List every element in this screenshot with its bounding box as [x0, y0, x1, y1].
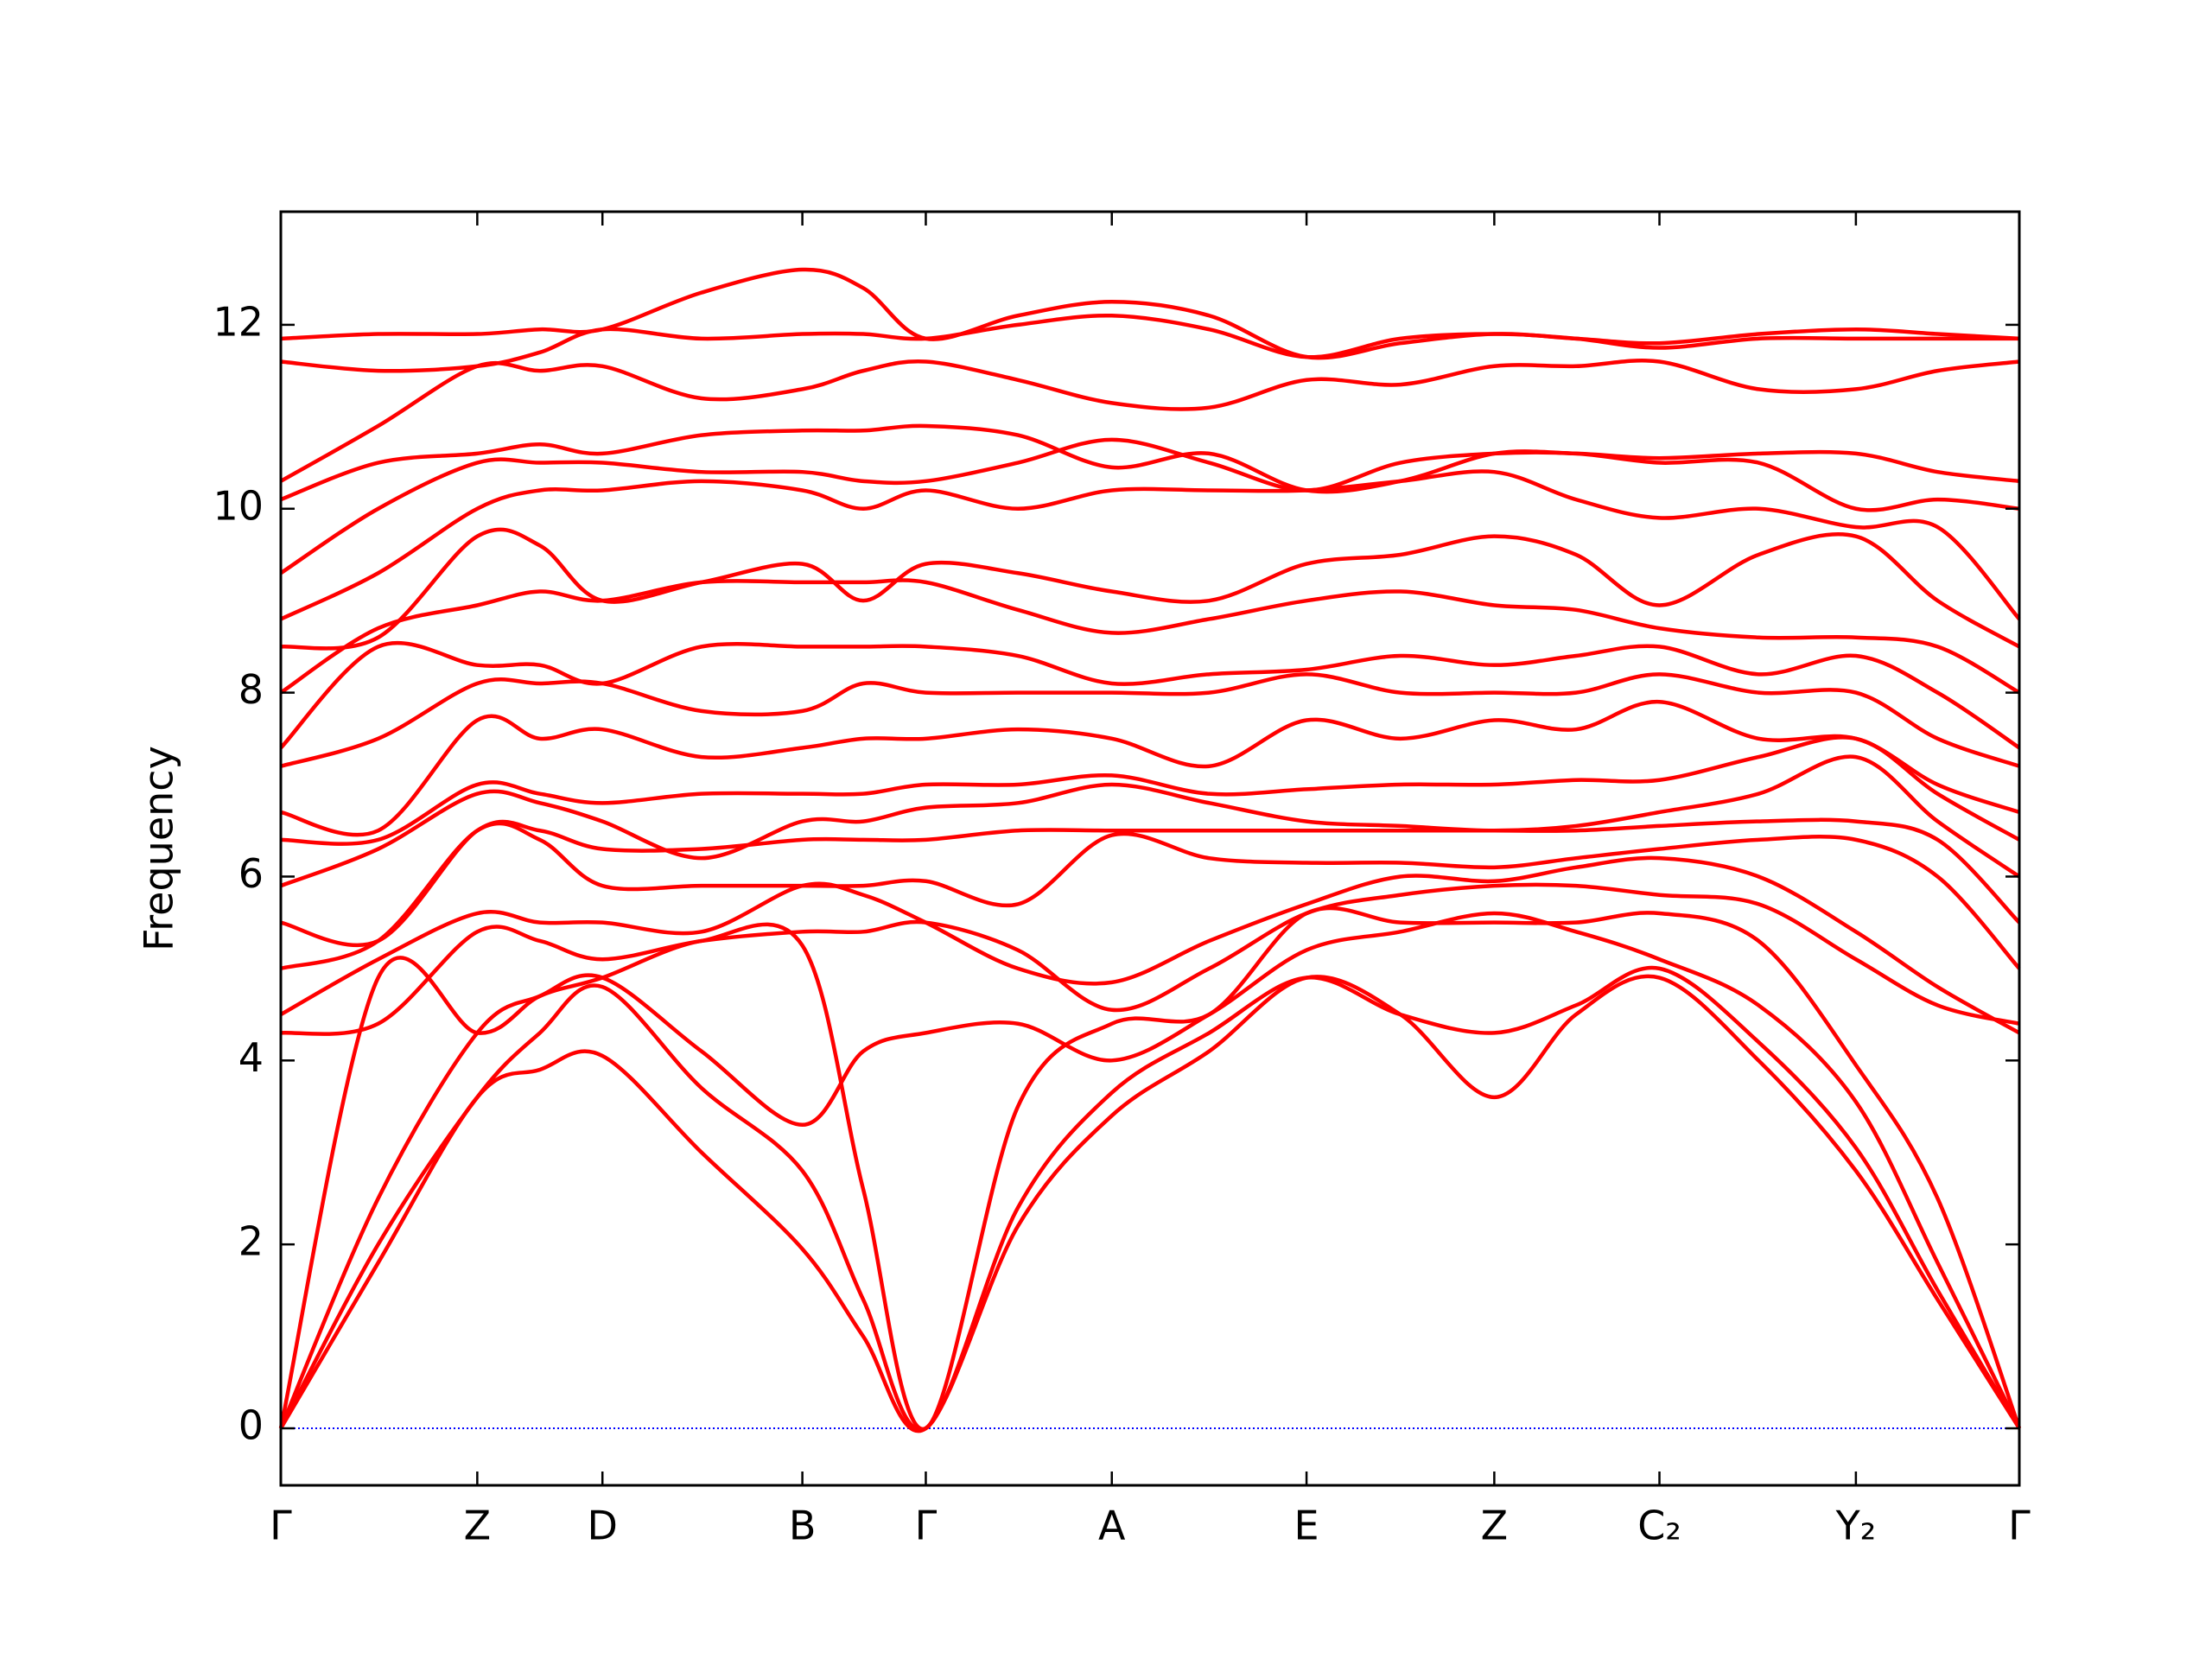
band-line [280, 699, 2020, 837]
band-line [279, 640, 2021, 750]
band-line [280, 267, 2020, 360]
band-line [279, 578, 2021, 695]
band-line [278, 911, 2022, 1430]
y-tick-label: 0 [238, 1402, 264, 1449]
x-tick-label: Z [464, 1503, 492, 1549]
x-tick-label: Z [1481, 1503, 1509, 1549]
x-tick-label: E [1294, 1503, 1319, 1549]
band-line [279, 855, 2021, 1035]
x-tick-label: C₂ [1637, 1503, 1681, 1549]
band-line [280, 527, 2021, 651]
band-line [280, 821, 2021, 971]
y-tick-label: 2 [238, 1218, 264, 1265]
x-tick-label: A [1098, 1503, 1126, 1549]
band-line [280, 423, 2020, 502]
band-line [279, 437, 2020, 575]
y-tick-label: 10 [213, 482, 264, 529]
x-tick-label: D [588, 1503, 618, 1549]
y-tick-label: 4 [238, 1034, 264, 1081]
band-line [278, 906, 2022, 1432]
band-line [280, 735, 2021, 846]
y-tick-label: 12 [213, 298, 264, 345]
x-tick-label: Γ [915, 1503, 938, 1549]
band-line [280, 313, 2019, 373]
band-line [279, 358, 2020, 483]
plot-frame [279, 210, 2021, 1487]
band-line [280, 754, 2021, 888]
x-tick-label: B [789, 1503, 817, 1549]
band-line [280, 672, 2020, 768]
band-line [280, 817, 2021, 948]
band-line [279, 965, 2021, 1433]
y-tick-label: 8 [238, 666, 264, 713]
y-axis-label: Frequency [136, 746, 182, 951]
x-tick-label: Γ [270, 1503, 292, 1549]
band-line [280, 469, 2021, 621]
x-tick-label: Γ [2008, 1503, 2031, 1549]
band-line [279, 974, 2021, 1433]
band-line [280, 882, 2020, 1036]
y-tick-label: 6 [238, 850, 264, 897]
x-tick-label: Y₂ [1835, 1503, 1877, 1549]
